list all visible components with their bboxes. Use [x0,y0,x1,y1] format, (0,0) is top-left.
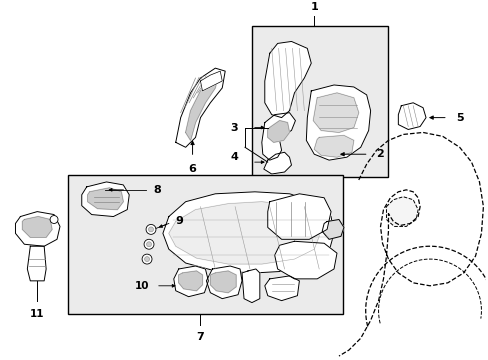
Circle shape [144,257,149,262]
Text: 9: 9 [175,216,183,226]
Polygon shape [386,197,417,226]
Polygon shape [322,220,343,239]
Polygon shape [168,202,319,264]
Polygon shape [22,217,52,237]
Polygon shape [264,276,299,301]
Circle shape [146,225,156,234]
Polygon shape [261,113,295,160]
Text: 10: 10 [134,281,149,291]
Polygon shape [398,103,425,130]
Polygon shape [163,192,333,273]
Bar [68,175,342,315]
Polygon shape [305,85,370,160]
Polygon shape [27,246,46,281]
Polygon shape [242,269,259,303]
Polygon shape [87,188,123,210]
Polygon shape [274,241,336,279]
Polygon shape [313,93,358,132]
Text: 3: 3 [230,122,238,132]
Polygon shape [81,182,129,217]
Text: 2: 2 [376,149,384,159]
Polygon shape [314,135,353,157]
Polygon shape [206,266,242,299]
Polygon shape [173,266,208,297]
Circle shape [50,216,58,224]
Circle shape [146,242,151,247]
Text: 1: 1 [310,2,318,12]
Bar [251,26,387,177]
Circle shape [148,227,153,232]
Text: 5: 5 [455,113,463,123]
Polygon shape [267,121,289,142]
Polygon shape [16,212,60,246]
Circle shape [144,239,154,249]
Polygon shape [210,271,236,293]
Text: 6: 6 [188,164,196,174]
Polygon shape [185,75,218,140]
Polygon shape [263,152,291,174]
Text: 7: 7 [196,332,204,342]
Polygon shape [264,41,311,118]
Polygon shape [267,194,330,239]
Polygon shape [200,71,222,91]
Polygon shape [175,68,225,147]
Circle shape [142,254,152,264]
Text: 4: 4 [230,152,238,162]
Text: 11: 11 [30,309,44,319]
Polygon shape [178,271,202,291]
Text: 8: 8 [153,185,161,195]
